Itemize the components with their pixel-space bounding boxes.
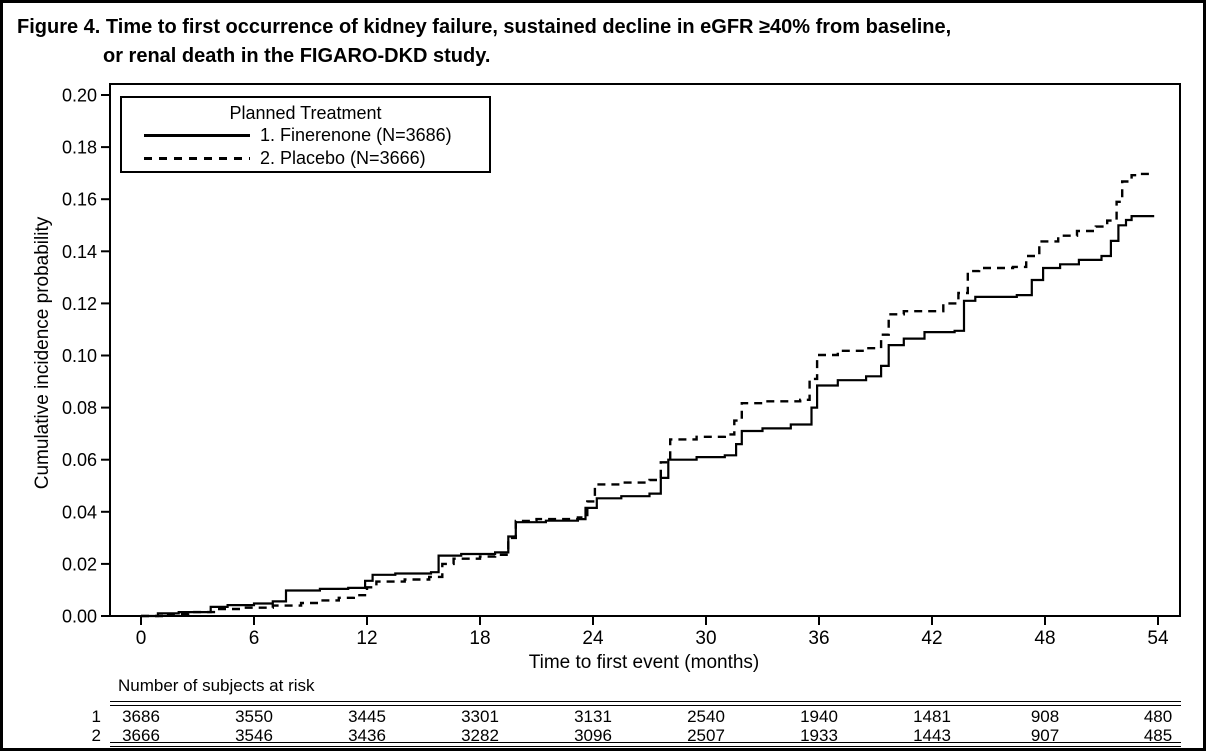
risk-row-label-2: 2: [91, 726, 101, 745]
plot-frame: [109, 83, 1181, 617]
legend: Planned Treatment 1. Finerenone (N=3686)…: [120, 96, 491, 173]
y-tick-label: 0.00: [62, 607, 97, 627]
y-tick-label: 0.08: [62, 398, 97, 418]
x-tick-label: 48: [1034, 628, 1055, 649]
y-tick-label: 0.20: [62, 86, 97, 106]
risk-value: 1940: [800, 707, 838, 726]
risk-table-top-rule: [110, 701, 1181, 706]
y-tick-label: 0.04: [62, 502, 97, 522]
risk-value: 907: [1030, 726, 1060, 745]
risk-value: 1481: [913, 707, 951, 726]
figure-title: Figure 4. Time to first occurrence of ki…: [17, 13, 1197, 71]
legend-label-placebo: 2. Placebo (N=3666): [260, 148, 426, 168]
x-axis-title: Time to first event (months): [528, 652, 760, 673]
y-axis-title: Cumulative incidence probability: [32, 216, 53, 490]
figure-title-line1: Figure 4. Time to first occurrence of ki…: [17, 16, 952, 38]
x-tick-label: 42: [921, 628, 942, 649]
x-tick-label: 36: [808, 628, 829, 649]
risk-value: 2540: [687, 707, 725, 726]
risk-value: 2507: [687, 726, 725, 745]
risk-value: 485: [1143, 726, 1173, 745]
curve-finerenone: [141, 215, 1155, 618]
y-tick-label: 0.10: [62, 346, 97, 366]
x-tick-label: 18: [469, 628, 490, 649]
risk-value: 3445: [348, 707, 386, 726]
legend-title: Planned Treatment: [229, 103, 382, 123]
legend-label-finerenone: 1. Finerenone (N=3686): [260, 125, 452, 145]
risk-value: 3096: [574, 726, 612, 745]
y-tick-label: 0.12: [62, 294, 97, 314]
legend-item-placebo: 2. Placebo (N=3666): [122, 147, 489, 170]
risk-value: 3546: [235, 726, 273, 745]
risk-value: 3686: [122, 707, 160, 726]
legend-item-finerenone: 1. Finerenone (N=3686): [122, 124, 489, 147]
risk-value: 3436: [348, 726, 386, 745]
x-tick-label: 24: [582, 628, 604, 649]
risk-row-label-1: 1: [91, 707, 101, 726]
y-tick-label: 0.16: [62, 190, 97, 210]
dashed-line-icon: [144, 157, 250, 160]
risk-table-bottom-rule: [110, 742, 1181, 747]
figure-title-line2: or renal death in the FIGARO-DKD study.: [103, 45, 491, 67]
risk-value: 3301: [461, 707, 499, 726]
curve-placebo: [141, 172, 1155, 618]
y-tick-label: 0.18: [62, 138, 97, 158]
risk-value: 908: [1030, 707, 1060, 726]
risk-value: 1933: [800, 726, 838, 745]
x-tick-label: 54: [1147, 628, 1169, 649]
risk-value: 3550: [235, 707, 273, 726]
x-tick-label: 30: [695, 628, 716, 649]
x-tick-label: 0: [136, 628, 147, 649]
survival-plot: 0.00 0.02 0.04 0.06 0.08 0.10 0.12 0.14 0.16 0.18…: [62, 83, 1181, 649]
y-tick-label: 0.02: [62, 554, 97, 574]
x-tick-label: 6: [249, 628, 260, 649]
y-tick-label: 0.14: [62, 242, 97, 262]
risk-value: 1443: [913, 726, 951, 745]
risk-value: 3282: [461, 726, 499, 745]
x-tick-label: 12: [356, 628, 377, 649]
risk-value: 3131: [574, 707, 612, 726]
risk-table-caption: Number of subjects at risk: [118, 676, 315, 695]
risk-value: 3666: [122, 726, 160, 745]
y-tick-label: 0.06: [62, 450, 97, 470]
solid-line-icon: [144, 134, 250, 137]
risk-value: 480: [1143, 707, 1173, 726]
